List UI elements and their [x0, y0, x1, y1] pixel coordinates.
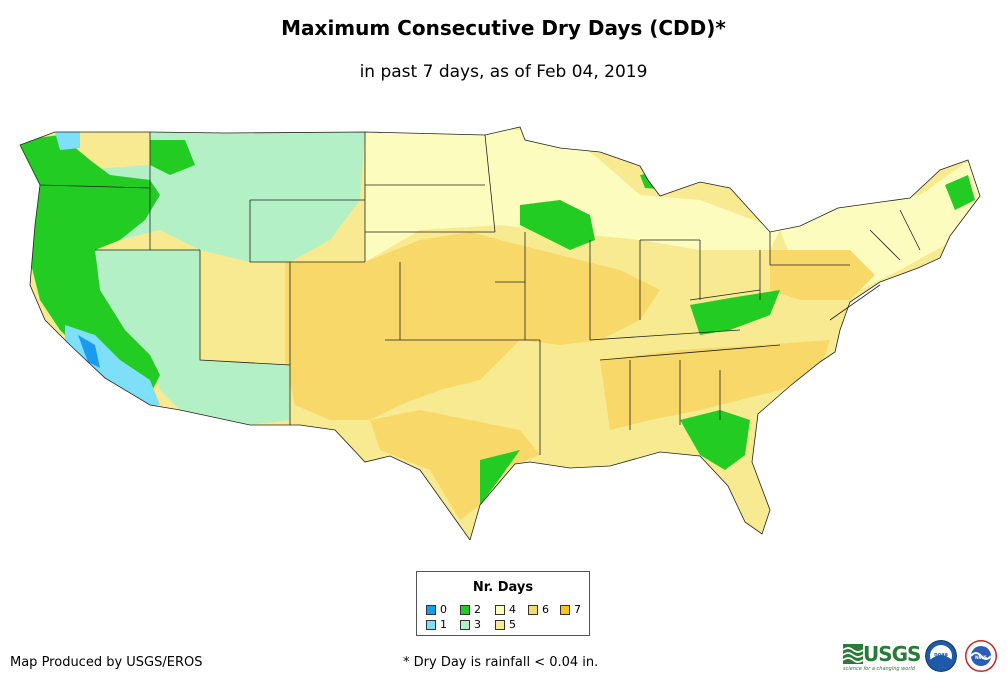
legend-item-4: 4 — [495, 603, 516, 616]
legend-title: Nr. Days — [472, 580, 534, 595]
legend-item-7: 7 — [560, 603, 581, 616]
map-title: Maximum Consecutive Dry Days (CDD)* — [281, 16, 726, 40]
usgs-wave-icon — [843, 644, 863, 664]
zone-tennessee — [690, 290, 780, 335]
nws-logo-text: NWS — [975, 655, 987, 661]
legend-label-4: 4 — [509, 603, 516, 616]
zone-northern-idaho — [150, 140, 195, 175]
zone-southeast-6 — [600, 340, 830, 430]
state-boundaries — [19, 126, 981, 540]
map-subtitle: in past 7 days, as of Feb 04, 2019 — [359, 62, 648, 82]
noaa-logo-text: noaa — [934, 652, 948, 658]
legend-swatch-2 — [460, 604, 470, 615]
usgs-wordmark: USGS — [863, 642, 921, 666]
zone-great-basin — [95, 250, 290, 425]
cdd-map — [19, 126, 981, 540]
legend-swatch-6 — [528, 604, 538, 615]
legend-label-7: 7 — [574, 603, 581, 616]
legend-item-3: 3 — [460, 618, 481, 631]
usgs-tagline: science for a changing world — [843, 666, 915, 672]
legend-label-2: 2 — [474, 603, 481, 616]
zone-ohio-6 — [770, 250, 875, 300]
legend-swatch-4 — [495, 604, 505, 615]
legend-swatch-3 — [460, 619, 470, 630]
legend-swatch-0 — [426, 604, 436, 615]
zone-texas-6 — [370, 410, 540, 520]
zone-georgia-carolina — [680, 410, 750, 470]
map-credit: Map Produced by USGS/EROS — [10, 655, 203, 670]
dry-day-footnote: * Dry Day is rainfall < 0.04 in. — [403, 655, 599, 670]
usgs-logo: USGS science for a changing world — [843, 642, 921, 672]
legend-item-6: 6 — [528, 603, 549, 616]
legend-label-5: 5 — [509, 618, 516, 631]
legend-label-1: 1 — [440, 618, 447, 631]
legend-item-1: 1 — [426, 618, 447, 631]
nws-logo-icon: NWS — [965, 640, 997, 672]
zone-maine — [945, 175, 975, 210]
legend-box: Nr. Days 0 1 2 3 4 5 6 7 — [416, 571, 590, 636]
legend-swatch-1 — [426, 619, 436, 630]
legend-label-6: 6 — [542, 603, 549, 616]
legend-item-2: 2 — [460, 603, 481, 616]
legend-label-0: 0 — [440, 603, 447, 616]
zone-socal-0 — [78, 335, 100, 368]
zone-wa-coast-1 — [55, 132, 80, 150]
legend-item-0: 0 — [426, 603, 447, 616]
legend-swatch-7 — [560, 604, 570, 615]
zone-pacific-coast — [20, 135, 160, 395]
zone-northern-rockies — [150, 132, 365, 262]
legend-item-5: 5 — [495, 618, 516, 631]
legend-label-3: 3 — [474, 618, 481, 631]
noaa-logo-icon: noaa — [925, 640, 957, 672]
zone-central-plains — [285, 232, 660, 420]
zone-wisconsin — [520, 200, 595, 250]
zone-northern-plains — [365, 130, 780, 262]
zone-texas-coast — [480, 450, 520, 505]
legend-swatch-5 — [495, 619, 505, 630]
